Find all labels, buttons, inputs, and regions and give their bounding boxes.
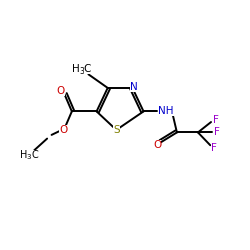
Text: N: N — [130, 82, 138, 92]
Text: NH: NH — [158, 106, 174, 116]
Text: C: C — [32, 150, 38, 160]
Text: S: S — [113, 125, 120, 135]
Text: O: O — [153, 140, 161, 150]
Text: C: C — [84, 64, 91, 74]
Text: 3: 3 — [79, 67, 84, 76]
Text: F: F — [214, 128, 220, 138]
Text: F: F — [213, 114, 219, 124]
Text: O: O — [59, 125, 67, 135]
Text: H: H — [20, 150, 27, 160]
Text: H: H — [72, 64, 80, 74]
Text: 3: 3 — [27, 154, 31, 160]
Text: O: O — [56, 86, 65, 96]
Text: F: F — [211, 144, 217, 154]
